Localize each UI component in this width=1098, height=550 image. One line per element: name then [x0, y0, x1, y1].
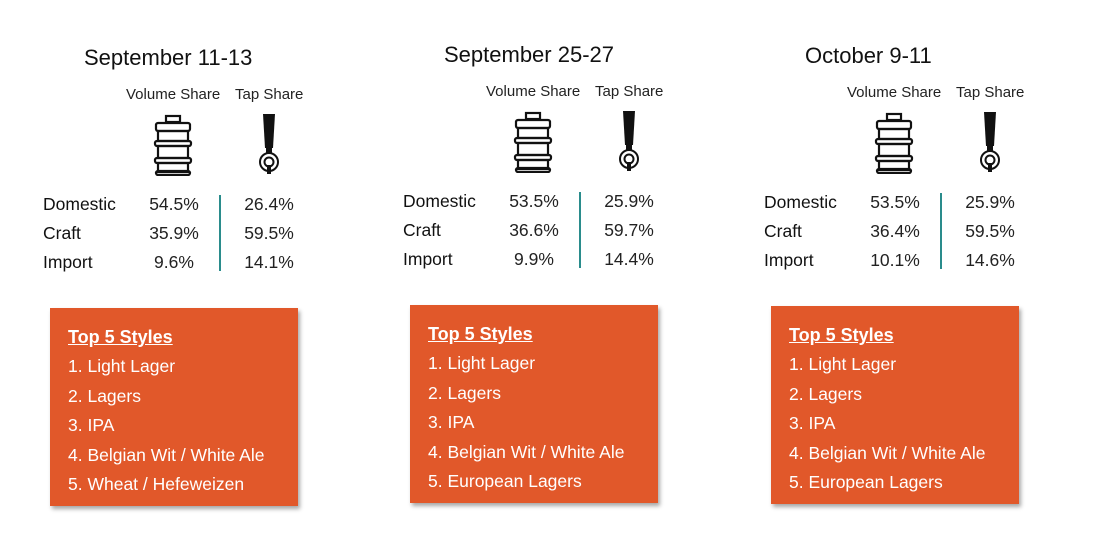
volume-share-value: 36.4%: [870, 221, 920, 241]
top-styles-title: Top 5 Styles: [428, 324, 533, 344]
tap-share-value: 59.7%: [604, 220, 654, 240]
beer-tap-handle-icon: [256, 112, 282, 181]
row-label: Domestic: [43, 194, 116, 214]
top-styles-title: Top 5 Styles: [68, 327, 173, 347]
period-panel: September 25-27 Volume Share Tap Share Dom…: [400, 0, 740, 547]
tap-share-value: 25.9%: [604, 191, 654, 211]
tap-share-value: 25.9%: [965, 192, 1015, 212]
period-title: September 25-27: [444, 42, 614, 67]
column-divider: [219, 195, 221, 271]
row-label: Domestic: [403, 191, 476, 211]
top-style-item: 2. Lagers: [428, 382, 501, 403]
volume-share-value: 53.5%: [509, 191, 559, 211]
keg-icon: [512, 111, 554, 178]
volume-share-value: 35.9%: [149, 223, 199, 243]
top-style-item: 5. Wheat / Hefeweizen: [68, 474, 245, 494]
top-style-item: 3. IPA: [68, 415, 115, 435]
top-style-item: 1. Light Lager: [428, 353, 536, 373]
top-style-item: 1. Light Lager: [68, 356, 176, 376]
row-label: Import: [403, 249, 453, 269]
tap-share-header: Tap Share: [235, 86, 304, 103]
tap-share-value: 59.5%: [244, 223, 294, 243]
period-panel: September 11-13 Volume Share Tap Share Dom…: [40, 0, 380, 550]
top-styles-title: Top 5 Styles: [789, 325, 894, 345]
top-style-item: 1. Light Lager: [789, 354, 897, 374]
top-styles-box: Top 5 Styles 1. Light Lager 2. Lagers 3. IP…: [410, 305, 658, 503]
top-styles-box: Top 5 Styles 1. Light Lager 2. Lagers 3. IP…: [771, 306, 1019, 504]
tap-share-value: 14.1%: [244, 252, 294, 272]
row-label: Import: [43, 252, 93, 272]
top-style-item: 4. Belgian Wit / White Ale: [428, 441, 625, 462]
beer-tap-handle-icon: [616, 109, 642, 178]
top-style-item: 5. European Lagers: [428, 471, 582, 491]
tap-share-value: 14.4%: [604, 249, 654, 269]
period-panel: October 9-11 Volume Share Tap Share Domest…: [761, 0, 1098, 548]
row-label: Craft: [764, 221, 802, 241]
tap-share-value: 14.6%: [965, 250, 1015, 270]
top-style-item: 5. European Lagers: [789, 472, 943, 492]
period-title: September 11-13: [84, 45, 253, 70]
row-label: Domestic: [764, 192, 837, 212]
top-style-item: 2. Lagers: [68, 385, 141, 406]
top-style-item: 4. Belgian Wit / White Ale: [789, 442, 986, 463]
row-label: Import: [764, 250, 814, 270]
keg-icon: [152, 114, 194, 181]
volume-share-header: Volume Share: [847, 84, 942, 101]
beer-tap-handle-icon: [977, 110, 1003, 179]
top-styles-box: Top 5 Styles 1. Light Lager 2. Lagers 3. IP…: [50, 308, 298, 506]
top-style-item: 3. IPA: [789, 413, 836, 433]
volume-share-value: 54.5%: [149, 194, 199, 214]
volume-share-header: Volume Share: [126, 86, 221, 103]
tap-share-value: 26.4%: [244, 194, 294, 214]
row-label: Craft: [403, 220, 441, 240]
period-title: October 9-11: [805, 43, 932, 68]
volume-share-value: 9.6%: [154, 252, 194, 272]
tap-share-header: Tap Share: [956, 84, 1025, 101]
volume-share-value: 53.5%: [870, 192, 920, 212]
row-label: Craft: [43, 223, 81, 243]
volume-share-header: Volume Share: [486, 83, 581, 100]
tap-share-header: Tap Share: [595, 83, 664, 100]
top-style-item: 4. Belgian Wit / White Ale: [68, 444, 265, 465]
column-divider: [940, 193, 942, 269]
column-divider: [579, 192, 581, 268]
top-style-item: 2. Lagers: [789, 383, 862, 404]
top-style-item: 3. IPA: [428, 412, 475, 432]
keg-icon: [873, 112, 915, 179]
volume-share-value: 36.6%: [509, 220, 559, 240]
volume-share-value: 9.9%: [514, 249, 554, 269]
volume-share-value: 10.1%: [870, 250, 920, 270]
tap-share-value: 59.5%: [965, 221, 1015, 241]
